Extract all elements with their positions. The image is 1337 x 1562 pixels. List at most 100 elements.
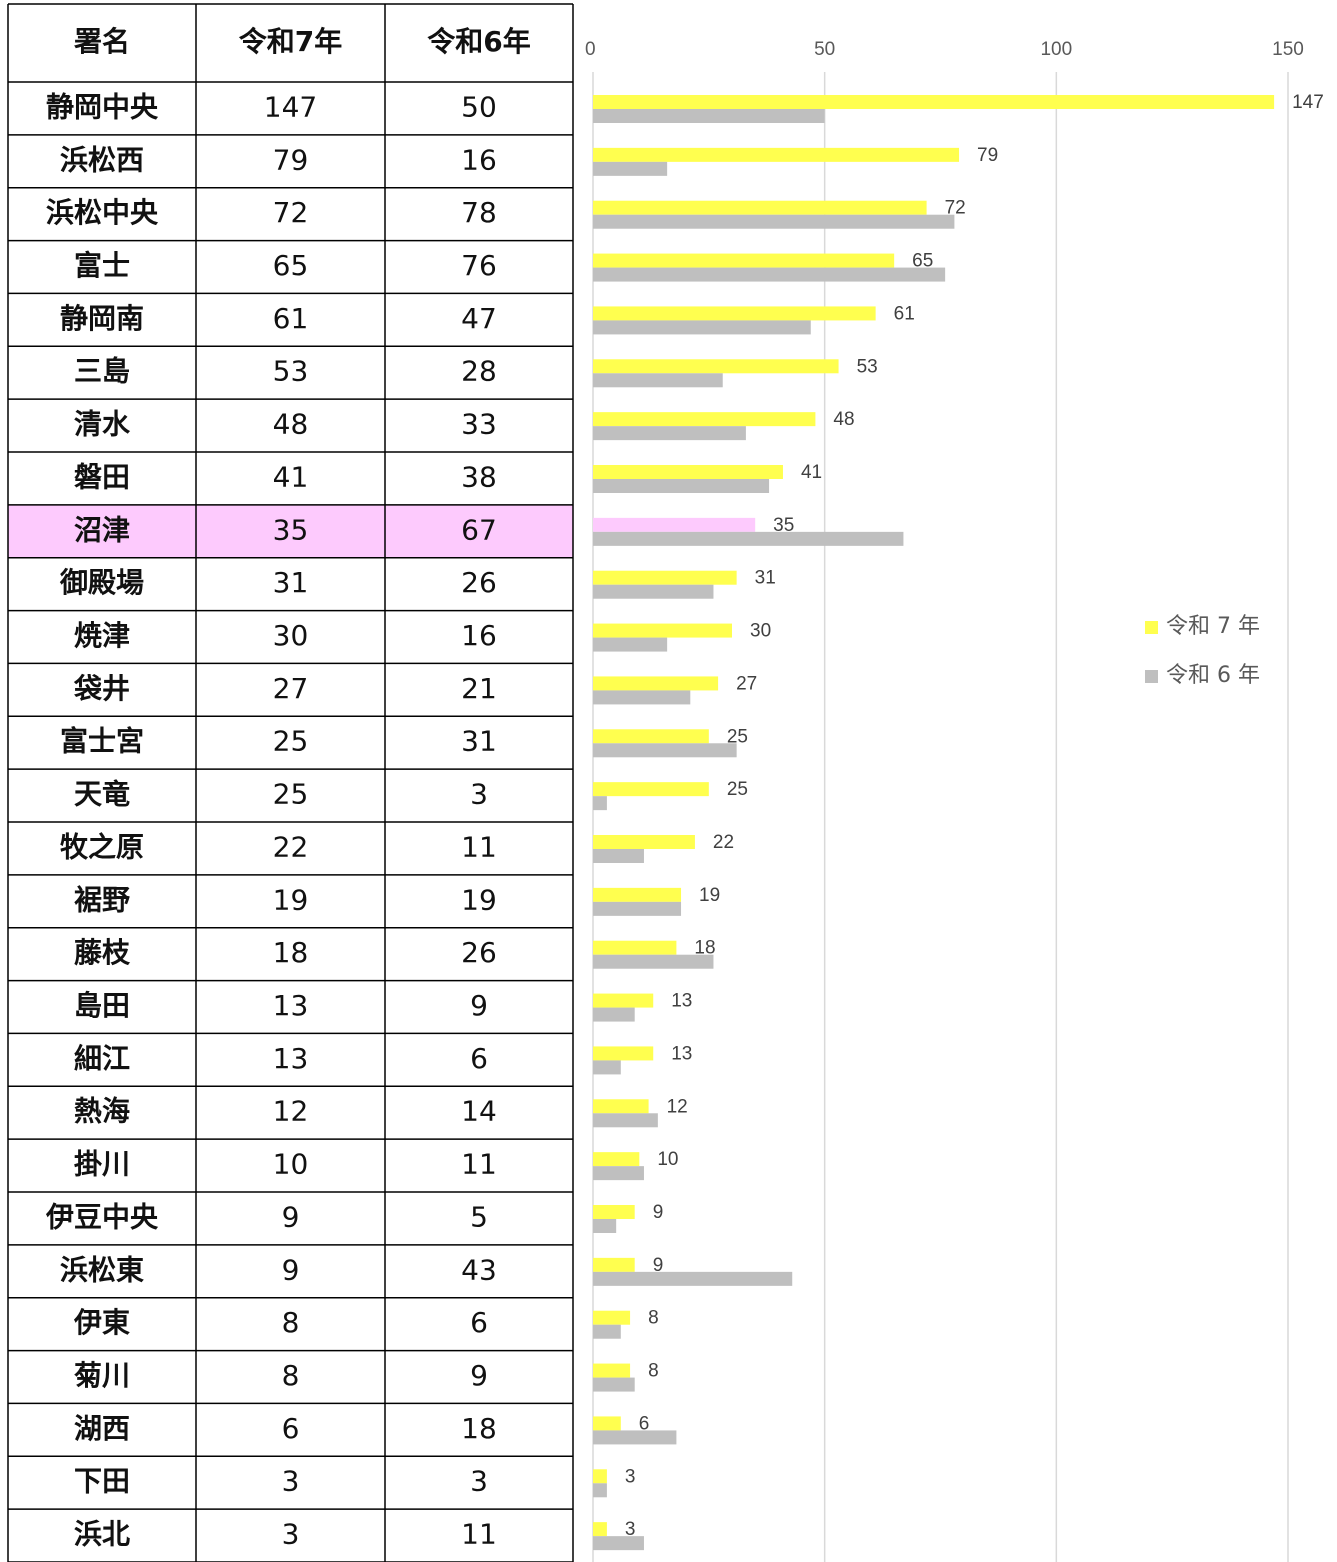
row-value: 30 <box>273 619 309 652</box>
data-label: 3 <box>625 1466 636 1487</box>
row-value: 26 <box>461 936 497 969</box>
bar <box>593 1113 658 1128</box>
row-value: 9 <box>470 1359 488 1392</box>
bar <box>593 253 895 268</box>
bar <box>593 1060 621 1075</box>
bar <box>593 412 816 427</box>
data-label: 31 <box>755 568 776 589</box>
bar <box>593 320 811 335</box>
row-name: 沼津 <box>74 513 130 546</box>
row-value: 11 <box>461 1148 497 1181</box>
bar <box>593 306 876 321</box>
data-label: 3 <box>625 1519 636 1540</box>
data-label: 61 <box>894 303 915 324</box>
row-value: 26 <box>461 566 497 599</box>
row-name: 静岡中央 <box>46 90 159 123</box>
row-value: 28 <box>461 355 497 388</box>
bar <box>593 940 677 955</box>
bar <box>593 743 737 758</box>
row-value: 12 <box>273 1095 309 1128</box>
bar <box>593 1522 607 1537</box>
bar <box>593 200 927 215</box>
row-value: 53 <box>273 355 309 388</box>
bar <box>593 993 654 1008</box>
row-value: 19 <box>461 883 497 916</box>
row-name: 御殿場 <box>59 566 144 599</box>
bar <box>593 1166 644 1181</box>
bar <box>593 835 695 849</box>
row-value: 13 <box>273 989 309 1022</box>
bar <box>593 1416 621 1431</box>
row-value: 6 <box>282 1412 300 1445</box>
data-label: 79 <box>977 145 998 166</box>
row-value: 14 <box>461 1095 497 1128</box>
bar <box>593 373 723 388</box>
data-label: 25 <box>727 726 748 747</box>
bar <box>593 531 904 546</box>
row-name: 藤枝 <box>74 936 131 969</box>
bar <box>593 676 719 691</box>
row-value: 8 <box>282 1306 300 1339</box>
data-label: 72 <box>945 198 966 219</box>
data-label: 6 <box>639 1413 650 1434</box>
bar <box>593 1377 635 1392</box>
bar <box>593 1219 617 1233</box>
row-name: 牧之原 <box>60 830 144 863</box>
x-tick-label: 0 <box>585 39 596 60</box>
bar <box>593 95 1275 109</box>
row-value: 18 <box>273 936 309 969</box>
data-label: 53 <box>857 356 878 377</box>
data-label: 13 <box>671 991 692 1012</box>
data-label: 8 <box>648 1308 659 1329</box>
bar <box>593 161 668 176</box>
row-name: 裾野 <box>74 883 130 916</box>
row-value: 79 <box>273 143 309 176</box>
legend-label: 令和 7 年 <box>1166 614 1260 639</box>
header-cell: 署名 <box>74 25 130 58</box>
bar <box>593 782 709 797</box>
row-value: 6 <box>470 1042 488 1075</box>
bar <box>593 517 756 532</box>
row-name: 浜松西 <box>60 143 144 176</box>
row-value: 25 <box>273 778 309 811</box>
data-label: 8 <box>648 1361 659 1382</box>
row-name: 熱海 <box>74 1095 130 1128</box>
bar <box>593 1324 621 1339</box>
bar <box>593 1469 607 1484</box>
row-name: 伊東 <box>73 1306 130 1339</box>
data-label: 41 <box>801 462 822 483</box>
bar <box>593 1007 635 1022</box>
row-value: 50 <box>461 90 497 123</box>
row-name: 下田 <box>74 1465 130 1498</box>
bar <box>593 465 783 479</box>
x-tick-label: 150 <box>1272 39 1304 60</box>
data-label: 25 <box>727 779 748 800</box>
row-value: 31 <box>273 566 309 599</box>
row-name: 伊豆中央 <box>45 1200 159 1233</box>
row-value: 6 <box>470 1306 488 1339</box>
bar <box>593 954 714 969</box>
row-name: 静岡南 <box>60 302 144 335</box>
row-name: 浜松東 <box>60 1253 144 1286</box>
bar <box>593 623 732 638</box>
data-label: 19 <box>699 885 720 906</box>
row-name: 焼津 <box>74 619 130 652</box>
legend-swatch <box>1145 670 1158 683</box>
row-value: 18 <box>461 1412 497 1445</box>
row-value: 3 <box>470 778 488 811</box>
data-label: 30 <box>750 621 771 642</box>
data-label: 12 <box>667 1096 688 1117</box>
row-value: 9 <box>282 1253 300 1286</box>
bar <box>593 1257 635 1272</box>
bar <box>593 147 960 162</box>
bar <box>593 426 746 441</box>
row-name: 富士 <box>74 249 130 282</box>
bar <box>593 849 644 863</box>
bar <box>593 109 825 123</box>
data-label: 22 <box>713 832 734 853</box>
row-value: 3 <box>282 1465 300 1498</box>
bar <box>593 1046 654 1061</box>
row-value: 76 <box>461 249 497 282</box>
data-label: 147 <box>1292 92 1324 113</box>
bar <box>593 729 709 744</box>
